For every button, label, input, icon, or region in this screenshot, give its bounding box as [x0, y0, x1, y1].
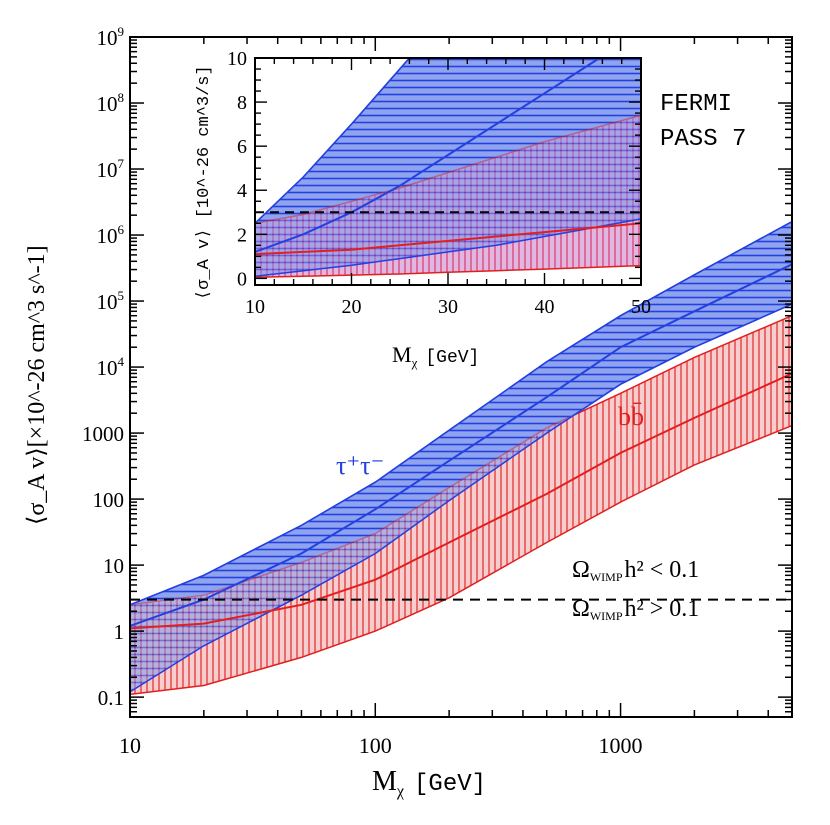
annotation-omega-gt: ΩWIMPh² > 0.1 [572, 596, 699, 623]
y-tick-label: 1 [114, 620, 125, 644]
corner-text-fermi: FERMI [660, 91, 732, 118]
inset-x-axis-label: Mχ [GeV] [392, 342, 479, 370]
corner-text-pass7: PASS 7 [660, 126, 746, 153]
inset-center-line-bb [255, 222, 641, 256]
series-label-bb: bb̄ [618, 402, 644, 431]
series-label-tau: τ⁺τ⁻ [336, 451, 384, 480]
inset-y-tick-label: 4 [237, 180, 247, 202]
svg-text:ΩWIMPh² > 0.1: ΩWIMPh² > 0.1 [572, 596, 699, 623]
inset-y-tick-label: 10 [227, 48, 247, 70]
inset-y-axis-label: ⟨σ_A v⟩ [10^-26 cm^3/s] [195, 65, 214, 300]
inset-band-overlay-ττ [255, 58, 641, 277]
y-tick-label: 109 [97, 24, 125, 50]
svg-text:ΩWIMPh² < 0.1: ΩWIMPh² < 0.1 [572, 557, 699, 584]
annotation-omega-sub: WIMP [590, 570, 623, 584]
inset-x-tick-label: 50 [631, 296, 651, 318]
annotation-omega-symbol: Ω [572, 596, 590, 622]
y-tick-label: 104 [97, 354, 125, 380]
center-line-bb [130, 372, 792, 630]
y-tick-label: 0.1 [98, 686, 124, 710]
y-tick-label: 107 [97, 156, 125, 182]
annotation-omega-sub: WIMP [590, 609, 623, 623]
inset-y-tick-label: 0 [237, 268, 247, 290]
center-line-ττ [130, 263, 792, 627]
inset-center-line-ττ [255, 58, 602, 253]
inset-y-tick-label: 2 [237, 224, 247, 246]
x-tick-label: 1000 [599, 733, 643, 758]
x-tick-label: 10 [119, 733, 141, 758]
main-y-axis-label: ⟨σ_A v⟩[×10^-26 cm^3 s^-1] [24, 245, 50, 525]
band-bb [130, 314, 792, 696]
y-tick-label: 10 [103, 554, 124, 578]
annotation-omega-symbol: Ω [572, 557, 590, 583]
inset-x-tick-label: 10 [245, 296, 265, 318]
y-tick-label: 105 [97, 288, 125, 314]
y-tick-label: 100 [93, 488, 125, 512]
inset-x-tick-label: 40 [535, 296, 555, 318]
y-tick-label: 106 [97, 222, 125, 248]
y-tick-label: 1000 [82, 422, 124, 446]
annotation-omega-tail: h² < 0.1 [625, 557, 700, 583]
inset-x-tick-label: 30 [438, 296, 458, 318]
annotation-omega-tail: h² > 0.1 [625, 596, 700, 622]
band-overlay-ττ [130, 220, 792, 693]
y-tick-label: 108 [97, 90, 125, 116]
inset-plot: 10 20 30 40 50 0 2 4 6 8 10 Mχ [GeV] ⟨σ_A v⟩ [10^-2… [195, 48, 651, 370]
main-x-axis-label: Mχ [GeV] [372, 766, 486, 800]
main-plot: 10 100 10000.11101001000104105106107108109… [24, 24, 793, 800]
inset-y-tick-label: 6 [237, 136, 247, 158]
annotation-omega-lt: ΩWIMPh² < 0.1 [572, 557, 699, 584]
inset-x-tick-label: 20 [342, 296, 362, 318]
inset-y-tick-label: 8 [237, 92, 247, 114]
x-tick-label: 100 [359, 733, 392, 758]
